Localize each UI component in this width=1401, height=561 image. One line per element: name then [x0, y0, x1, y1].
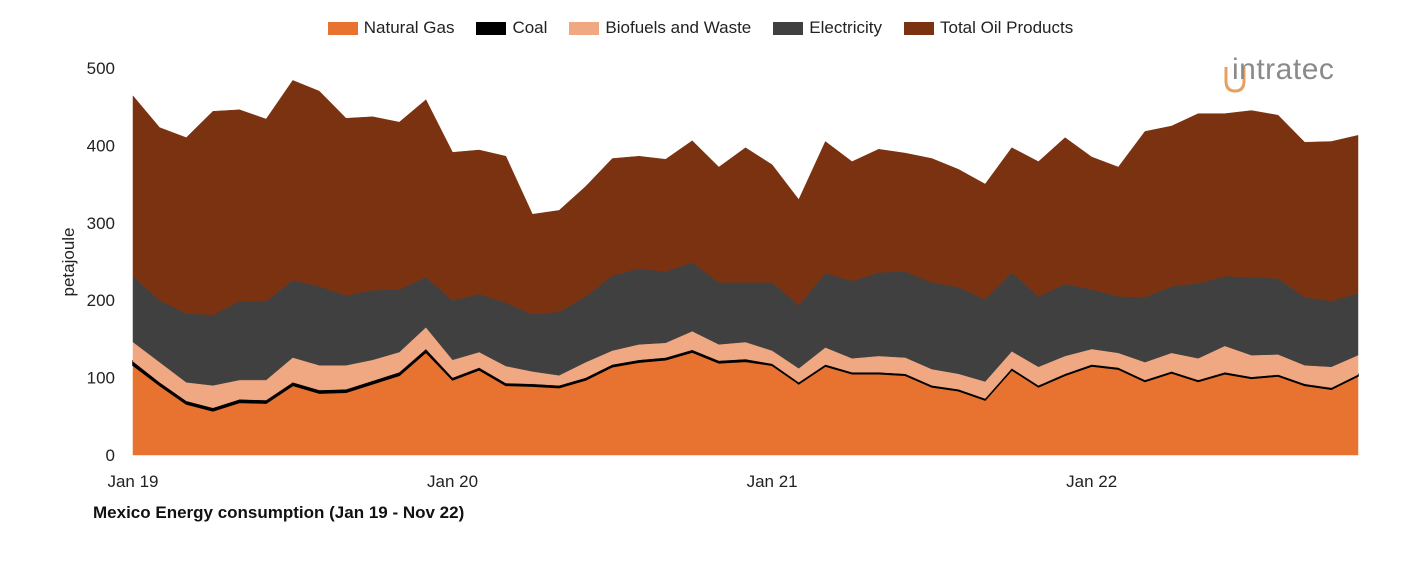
y-tick-label: 200 [87, 291, 115, 310]
x-tick-label: Jan 21 [747, 472, 798, 491]
legend-item-natural-gas: Natural Gas [327, 18, 455, 38]
y-tick-label: 500 [87, 59, 115, 78]
legend-swatch [569, 21, 600, 35]
y-tick-label: 300 [87, 214, 115, 233]
legend-item-electricity: Electricity [773, 18, 882, 38]
legend-label: Electricity [809, 18, 882, 37]
legend-item-coal: Coal [476, 18, 547, 38]
svg-text:intratec: intratec [1232, 53, 1334, 86]
legend-label: Natural Gas [363, 18, 455, 37]
legend-label: Total Oil Products [940, 18, 1074, 37]
y-tick-label: 0 [106, 446, 115, 465]
y-axis-label: petajoule [59, 227, 78, 296]
x-tick-label: Jan 22 [1066, 472, 1117, 491]
legend-item-biofuels: Biofuels and Waste [569, 18, 751, 38]
chart-legend: Natural Gas Coal Biofuels and Waste Elec… [0, 18, 1401, 38]
x-tick-label: Jan 20 [427, 472, 478, 491]
y-tick-label: 100 [87, 369, 115, 388]
chart-title: Mexico Energy consumption (Jan 19 - Nov … [93, 503, 465, 522]
logo-mark: intratec [1224, 53, 1334, 93]
legend-label: Coal [512, 18, 548, 37]
x-tick-label: Jan 19 [107, 472, 158, 491]
y-tick-label: 400 [87, 136, 115, 155]
legend-swatch [904, 21, 934, 35]
legend-item-total-oil: Total Oil Products [904, 18, 1073, 38]
legend-swatch [327, 21, 358, 35]
legend-label: Biofuels and Waste [605, 18, 752, 37]
legend-swatch [773, 21, 804, 35]
area-total-oil-products [132, 80, 1359, 316]
legend-swatch [476, 21, 507, 35]
